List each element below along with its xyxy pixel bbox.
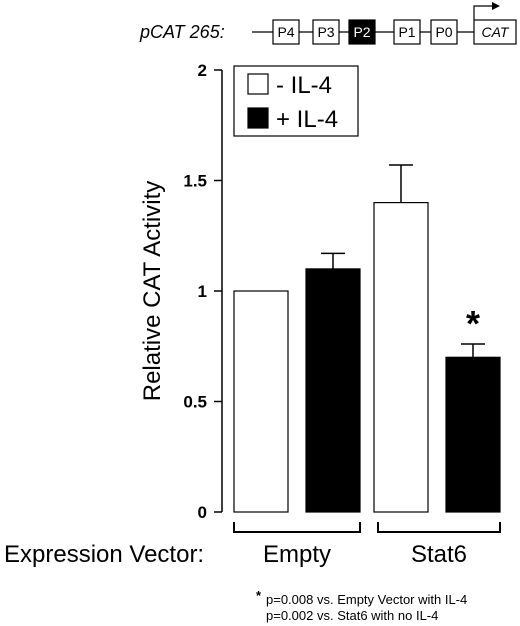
construct-element-label: P1 — [398, 24, 415, 40]
footnote: * p=0.008 vs. Empty Vector with IL-4 p=0… — [256, 588, 467, 623]
x-axis-groups: Expression Vector: Empty Stat6 — [4, 522, 501, 568]
construct-element-box — [393, 19, 421, 45]
y-tick-label: 2 — [198, 61, 207, 80]
promoter-construct-diagram: pCAT 265: P4 P3 P2 P1 P0 CAT — [139, 2, 517, 45]
bar-stat6-minus-il4 — [373, 202, 429, 513]
x-category-label: Stat6 — [411, 541, 467, 568]
y-tick-label: 1.5 — [183, 172, 207, 191]
legend-swatch — [247, 73, 269, 95]
y-axis-ticks: 0 0.5 1 1.5 2 — [183, 61, 222, 522]
construct-element-label: P3 — [317, 24, 334, 40]
bar-empty-plus-il4 — [305, 268, 361, 513]
x-category-label: Empty — [263, 541, 331, 568]
y-tick-label: 0 — [198, 503, 207, 522]
bar-stat6-plus-il4 — [445, 356, 501, 513]
reporter-gene-box — [473, 19, 517, 45]
transcription-start-arrow — [473, 5, 492, 20]
chart-axes: 0 0.5 1 1.5 2 Relative CAT Activity — [139, 61, 223, 522]
construct-element-label: P0 — [435, 24, 452, 40]
construct-element-box — [312, 19, 340, 45]
y-tick-label: 0.5 — [183, 393, 207, 412]
legend: - IL-4 + IL-4 — [233, 65, 359, 137]
construct-element-box — [430, 19, 458, 45]
construct-name: pCAT 265: — [139, 22, 225, 42]
footnote-line-1: p=0.008 vs. Empty Vector with IL-4 — [266, 592, 467, 607]
bar-groups: * — [233, 164, 501, 513]
significance-marker: * — [466, 303, 480, 344]
group-bracket — [233, 522, 361, 533]
y-tick-label: 1 — [198, 282, 207, 301]
construct-element-box — [272, 19, 300, 45]
construct-element-label: P2 — [353, 24, 370, 40]
transcription-start-arrowhead — [492, 2, 500, 10]
legend-swatch — [247, 107, 269, 129]
x-axis-title: Expression Vector: — [4, 541, 204, 568]
y-axis-title: Relative CAT Activity — [139, 181, 166, 402]
footnote-marker: * — [256, 588, 262, 603]
footnote-line-2: p=0.002 vs. Stat6 with no IL-4 — [266, 608, 438, 623]
legend-label: - IL-4 — [276, 72, 332, 99]
group-bracket — [377, 522, 501, 533]
construct-element-box — [348, 19, 376, 45]
construct-element-label: P4 — [277, 24, 294, 40]
bar-empty-minus-il4 — [233, 290, 289, 513]
reporter-gene-label: CAT — [482, 24, 510, 40]
legend-label: + IL-4 — [276, 106, 338, 133]
